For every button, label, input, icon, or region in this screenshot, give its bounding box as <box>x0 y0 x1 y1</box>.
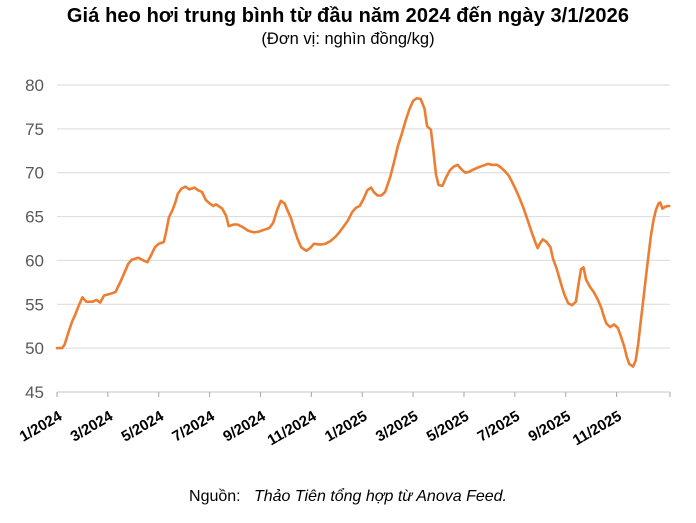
y-tick-label: 65 <box>25 208 44 227</box>
x-tick-label: 11/2024 <box>265 407 320 449</box>
y-tick-label: 45 <box>25 383 44 402</box>
gridlines <box>57 84 670 349</box>
y-tick-label: 55 <box>25 295 44 314</box>
price-line-chart: 45 50 55 60 65 70 75 80 1/2024 3/2024 5/2024 7/2024… <box>17 76 671 449</box>
y-tick-label: 60 <box>25 251 44 270</box>
price-line-chart-figure: 45 50 55 60 65 70 75 80 1/2024 3/2024 5/2024 7/2024… <box>0 55 696 460</box>
y-axis-labels: 45 50 55 60 65 70 75 80 <box>25 76 44 402</box>
chart-subtitle: (Đơn vị: nghìn đồng/kg) <box>261 30 435 48</box>
x-tick-label: 1/2025 <box>322 408 370 446</box>
y-tick-label: 80 <box>25 76 44 95</box>
x-tick-label: 3/2025 <box>373 408 421 446</box>
source-note: Nguồn: Thảo Tiên tổng hợp từ Anova Feed. <box>0 488 696 506</box>
y-tick-label: 50 <box>25 339 44 358</box>
x-tick-label: 7/2024 <box>169 407 218 445</box>
x-tick-label: 5/2024 <box>119 407 168 445</box>
price-series-line <box>55 96 671 368</box>
y-tick-label: 75 <box>25 120 44 139</box>
x-tick-label: 9/2024 <box>220 407 269 445</box>
source-label: Nguồn: <box>189 488 241 505</box>
x-tick-label: 3/2024 <box>68 407 117 445</box>
x-tick-label: 7/2025 <box>475 408 523 446</box>
x-tick-label: 5/2025 <box>424 408 472 446</box>
x-axis <box>56 391 671 397</box>
x-tick-label: 9/2025 <box>525 408 573 446</box>
source-text: Thảo Tiên tổng hợp từ Anova Feed. <box>253 488 507 505</box>
y-tick-label: 70 <box>25 164 44 183</box>
chart-title: Giá heo hơi trung bình từ đầu năm 2024 đ… <box>66 5 630 27</box>
x-tick-label: 1/2024 <box>17 407 66 445</box>
x-tick-label: 11/2025 <box>570 408 625 449</box>
